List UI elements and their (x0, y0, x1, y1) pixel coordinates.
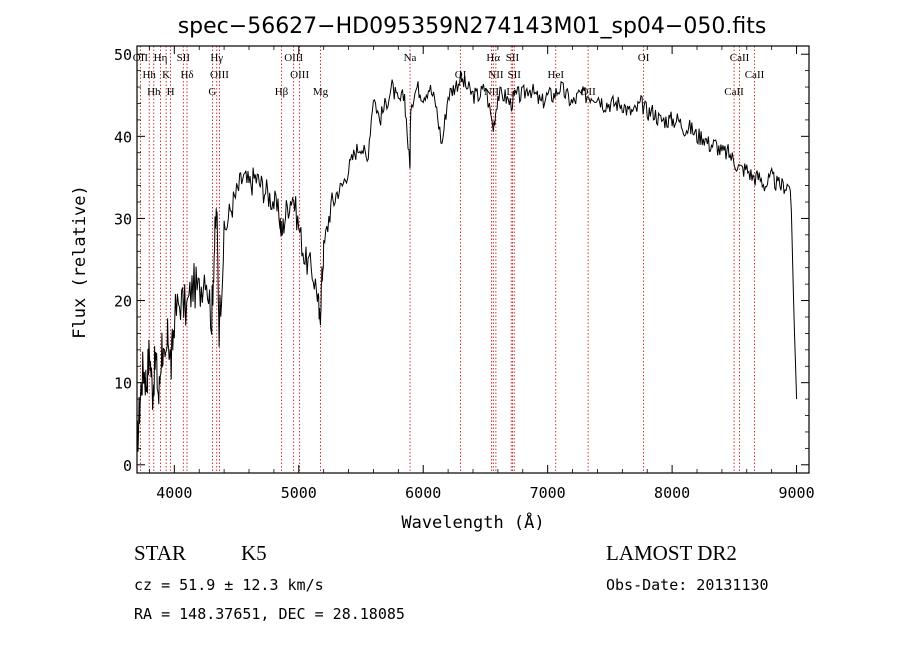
line-marker-label: Hβ (275, 86, 289, 98)
x-tick-label: 6000 (405, 484, 441, 502)
line-marker-label: OIII (210, 69, 229, 81)
spectral-line-markers (139, 46, 755, 473)
line-marker-label: Hγ (210, 52, 223, 64)
y-tick-label: 10 (114, 375, 132, 393)
y-tick-label: 30 (114, 210, 132, 228)
y-axis-ticks: 0 10 20 30 40 50 (114, 46, 809, 475)
line-marker-label: SII (506, 52, 520, 64)
line-marker-label: Hh (147, 86, 161, 98)
object-type: STAR (134, 541, 186, 565)
line-marker-label: Hη (154, 52, 168, 64)
line-marker-label: CaII (730, 52, 750, 64)
line-marker-label: OI (638, 52, 650, 64)
line-marker-label: CaII (724, 86, 744, 98)
y-tick-label: 40 (114, 128, 132, 146)
coordinates: RA = 148.37651, DEC = 28.18085 (134, 605, 405, 623)
y-tick-label: 50 (114, 46, 132, 64)
line-marker-label: OIII (290, 69, 309, 81)
line-marker-label: Li (506, 86, 516, 98)
line-marker-label: G (208, 86, 216, 98)
observation-date: Obs-Date: 20131130 (606, 576, 769, 594)
redshift-velocity: cz = 51.9 ± 12.3 km/s (134, 576, 324, 594)
chart-title: spec−56627−HD095359N274143M01_sp04−050.f… (178, 14, 767, 39)
line-marker-label: SII (177, 52, 191, 64)
line-marker-label: Hδ (180, 69, 193, 81)
line-marker-label: Hα (486, 52, 500, 64)
line-marker-label: SII (507, 69, 521, 81)
x-tick-label: 9000 (778, 484, 814, 502)
line-marker-label: Hh (142, 69, 156, 81)
x-axis-label: Wavelength (Å) (401, 511, 544, 533)
x-tick-label: 4000 (156, 484, 192, 502)
x-tick-label: 7000 (530, 484, 566, 502)
y-tick-label: 20 (114, 293, 132, 311)
x-tick-label: 5000 (281, 484, 317, 502)
x-axis-ticks: 4000 5000 6000 7000 8000 9000 (149, 46, 815, 502)
spectral-line-labels: OIIHhHhHηKHSIIHδGHγOIIIHβOIIIOIIIMgNaOIN… (133, 52, 765, 98)
survey-name: LAMOST DR2 (606, 541, 737, 565)
line-marker-label: K (162, 69, 170, 81)
object-subclass: K5 (241, 541, 267, 565)
line-marker-label: Mg (313, 86, 329, 98)
line-marker-label: NII (484, 86, 500, 98)
spectrum-line (136, 70, 798, 452)
line-marker-label: CaII (745, 69, 765, 81)
y-tick-label: 0 (123, 457, 132, 475)
x-tick-label: 8000 (654, 484, 690, 502)
line-marker-label: H (167, 86, 175, 98)
line-marker-label: Na (404, 52, 417, 64)
line-marker-label: OIII (284, 52, 303, 64)
line-marker-label: NII (488, 69, 504, 81)
line-marker-label: HeI (548, 69, 565, 81)
y-axis-label: Flux (relative) (70, 185, 90, 339)
plot-frame (136, 45, 810, 474)
